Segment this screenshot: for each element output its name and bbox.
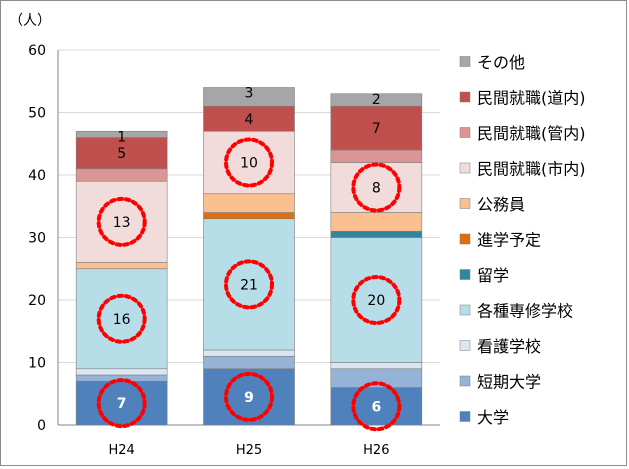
unit-label: （人） xyxy=(9,13,51,29)
data-label: 9 xyxy=(244,390,254,406)
legend-label: 大学 xyxy=(477,408,509,427)
highlight-circle xyxy=(224,371,274,422)
legend-swatch xyxy=(459,56,471,67)
data-label: 21 xyxy=(240,277,258,293)
y-tick-label: 30 xyxy=(28,231,46,247)
bar-segment xyxy=(75,380,168,426)
bar-segment xyxy=(75,137,168,170)
legend-label: 公務員 xyxy=(477,195,525,214)
y-tick-label: 60 xyxy=(28,43,46,59)
highlight-circle xyxy=(351,381,402,432)
data-label: 2 xyxy=(372,92,381,108)
legend-label: 進学予定 xyxy=(477,231,541,250)
bar-segment xyxy=(75,130,168,138)
bar-segment xyxy=(75,180,168,263)
bar-segment xyxy=(330,212,423,232)
y-tick-label: 0 xyxy=(37,418,46,434)
highlight-circle xyxy=(96,196,147,247)
bar-segment xyxy=(203,355,295,370)
legend-label: その他 xyxy=(477,53,525,72)
data-label: 5 xyxy=(117,146,126,162)
legend-label: 各種専修学校 xyxy=(477,302,573,321)
bar-segment xyxy=(330,162,423,213)
highlight-circle xyxy=(224,137,274,188)
data-label: 7 xyxy=(372,121,381,137)
y-tick-label: 10 xyxy=(28,356,46,372)
legend-label: 短期大学 xyxy=(477,373,541,392)
bar-segment xyxy=(203,130,295,195)
data-label: 13 xyxy=(113,215,131,231)
bar-segment xyxy=(330,105,423,151)
bar-segment xyxy=(203,105,295,132)
legend-swatch xyxy=(459,162,471,174)
y-tick-label: 50 xyxy=(28,106,46,122)
bar-segment xyxy=(203,212,295,220)
bar-segment xyxy=(330,230,423,238)
bar-segment xyxy=(330,387,423,426)
legend-swatch xyxy=(459,411,471,422)
data-label: 7 xyxy=(117,396,127,412)
bar-segment xyxy=(203,193,295,213)
x-tick-label: H26 xyxy=(363,443,389,458)
legend-label: 民間就職(管内) xyxy=(477,124,586,143)
legend-swatch xyxy=(459,269,471,280)
legend-label: 民間就職(道内) xyxy=(477,89,586,108)
legend-swatch xyxy=(459,127,471,138)
data-label: 8 xyxy=(372,181,381,197)
bar-segment xyxy=(203,87,295,107)
legend-swatch xyxy=(459,91,471,103)
data-label: 3 xyxy=(245,86,254,102)
legend-swatch xyxy=(459,375,471,387)
data-label: 1 xyxy=(117,129,126,145)
highlight-circle xyxy=(96,293,147,344)
data-label: 4 xyxy=(245,112,254,128)
data-label: 20 xyxy=(367,293,385,309)
data-label: 6 xyxy=(371,399,381,415)
y-tick-label: 20 xyxy=(28,293,46,309)
bar-segment xyxy=(203,349,295,357)
legend-label: 看護学校 xyxy=(477,337,541,356)
bar-segment xyxy=(75,168,168,182)
bar-segment xyxy=(75,368,168,376)
data-label: 10 xyxy=(240,156,258,172)
legend-swatch xyxy=(459,304,471,316)
x-tick-label: H24 xyxy=(109,443,135,458)
highlight-circle xyxy=(351,162,402,213)
legend-swatch xyxy=(459,198,471,209)
legend-label: 民間就職(市内) xyxy=(477,160,586,179)
bar-segment xyxy=(75,262,168,270)
bar-segment xyxy=(75,268,168,370)
legend-swatch xyxy=(459,340,471,351)
highlight-circle xyxy=(224,259,274,310)
bar-segment xyxy=(203,218,295,351)
data-label: 16 xyxy=(113,312,131,328)
bar-segment xyxy=(203,368,295,426)
x-tick-label: H25 xyxy=(236,443,262,458)
bar-segment xyxy=(330,93,423,107)
highlight-circle xyxy=(96,378,147,429)
legend-swatch xyxy=(459,233,471,245)
bar-segment xyxy=(330,149,423,163)
bar-segment xyxy=(330,362,423,370)
legend-label: 留学 xyxy=(477,266,509,285)
highlight-circle xyxy=(351,275,402,325)
y-tick-label: 40 xyxy=(28,168,46,184)
